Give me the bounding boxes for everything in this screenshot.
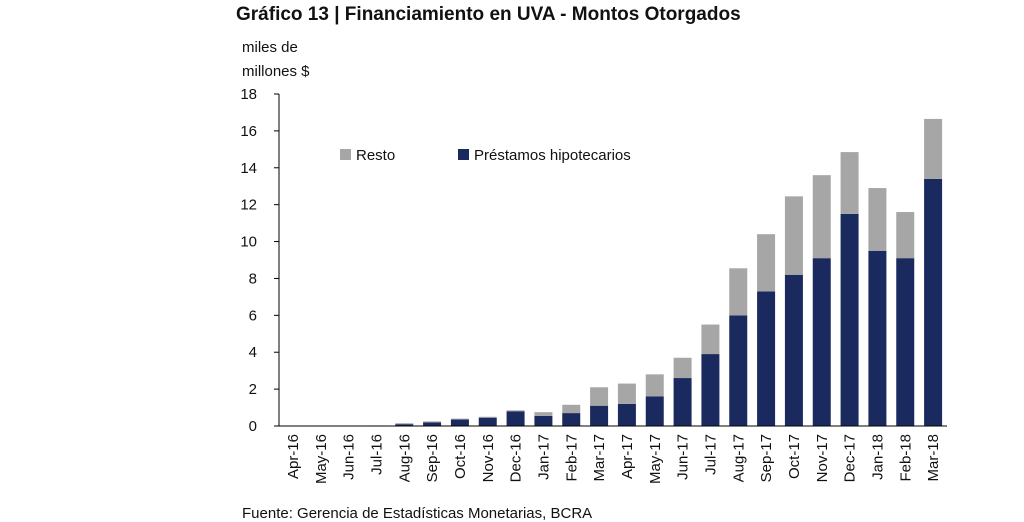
x-tick-label: Jul-16 [368, 434, 385, 475]
x-tick-label: Apr-17 [619, 434, 636, 479]
y-tick-label: 10 [240, 234, 257, 251]
x-tick-label: Aug-16 [396, 434, 413, 482]
bar-prestamos-hipotecarios [896, 258, 914, 426]
bar-resto [507, 410, 525, 411]
y-tick-label: 2 [249, 381, 257, 398]
bar-prestamos-hipotecarios [841, 214, 859, 426]
bar-prestamos-hipotecarios [757, 291, 775, 426]
bar-prestamos-hipotecarios [785, 275, 803, 426]
legend-label-prestamos: Préstamos hipotecarios [474, 147, 631, 164]
x-tick-label: Jun-17 [675, 434, 692, 480]
source-note: Fuente: Gerencia de Estadísticas Monetar… [242, 505, 592, 522]
y-tick-label: 14 [240, 160, 257, 177]
y-axis-label-line-2: millones $ [242, 63, 310, 80]
bar-prestamos-hipotecarios [479, 418, 497, 426]
legend-swatch-prestamos [458, 149, 469, 160]
y-tick-label: 8 [249, 270, 257, 287]
x-tick-label: Feb-17 [563, 434, 580, 482]
x-tick-label: Oct-16 [452, 434, 469, 479]
x-tick-label: Jan-18 [869, 434, 886, 480]
x-tick-label: Mar-17 [591, 434, 608, 482]
bar-resto [757, 234, 775, 291]
bar-prestamos-hipotecarios [674, 378, 692, 426]
stacked-bar-chart: miles de millones $ 0 2 4 6 8 10 12 14 16 18 Apr-… [0, 0, 1024, 500]
bar-prestamos-hipotecarios [507, 411, 525, 426]
x-tick-label: May-16 [313, 434, 330, 484]
y-tick-label: 0 [249, 418, 257, 435]
legend-swatch-resto [340, 149, 351, 160]
y-axis-ticks: 0 2 4 6 8 10 12 14 16 18 [240, 86, 279, 435]
bar-prestamos-hipotecarios [562, 413, 580, 426]
bar-resto [534, 412, 552, 416]
y-tick-label: 18 [240, 86, 257, 103]
bar-resto [590, 387, 608, 405]
bar-resto [562, 405, 580, 413]
bar-prestamos-hipotecarios [868, 251, 886, 426]
bar-resto [423, 421, 441, 422]
x-tick-label: Jun-16 [341, 434, 358, 480]
x-tick-label: May-17 [647, 434, 664, 484]
bar-resto [813, 175, 831, 258]
bar-prestamos-hipotecarios [423, 422, 441, 426]
bar-resto [674, 358, 692, 378]
y-tick-label: 6 [249, 307, 257, 324]
bar-resto [479, 417, 497, 418]
bar-resto [618, 384, 636, 404]
bar-prestamos-hipotecarios [534, 416, 552, 426]
bars-group [312, 119, 942, 426]
legend-label-resto: Resto [356, 147, 395, 164]
bar-resto [868, 188, 886, 251]
bar-resto [785, 196, 803, 274]
bar-prestamos-hipotecarios [701, 354, 719, 426]
x-tick-label: Oct-17 [786, 434, 803, 479]
bar-resto [924, 119, 942, 179]
x-tick-label: Mar-18 [925, 434, 942, 482]
bar-resto [841, 152, 859, 214]
bar-prestamos-hipotecarios [646, 396, 664, 426]
bar-prestamos-hipotecarios [451, 420, 469, 426]
bar-resto [395, 423, 413, 424]
y-tick-label: 12 [240, 197, 257, 214]
legend: Resto Préstamos hipotecarios [340, 147, 631, 164]
bar-resto [896, 212, 914, 258]
y-tick-label: 4 [249, 344, 257, 361]
y-axis-label-line-1: miles de [242, 39, 298, 56]
x-tick-label: Apr-16 [285, 434, 302, 479]
x-tick-label: Nov-17 [814, 434, 831, 482]
bar-resto [646, 374, 664, 396]
x-axis-labels: Apr-16 May-16 Jun-16 Jul-16 Aug-16 Sep-16 Oct-… [285, 434, 942, 484]
x-tick-label: Nov-16 [480, 434, 497, 482]
bar-resto [451, 419, 469, 420]
bar-prestamos-hipotecarios [729, 315, 747, 426]
x-tick-label: Jul-17 [702, 434, 719, 475]
x-tick-label: Dec-16 [508, 434, 525, 482]
y-tick-label: 16 [240, 123, 257, 140]
x-tick-label: Sep-17 [758, 434, 775, 482]
bar-prestamos-hipotecarios [618, 404, 636, 426]
bar-prestamos-hipotecarios [590, 406, 608, 426]
bar-prestamos-hipotecarios [813, 258, 831, 426]
x-tick-label: Feb-18 [897, 434, 914, 482]
x-tick-label: Jan-17 [535, 434, 552, 480]
x-tick-label: Aug-17 [730, 434, 747, 482]
x-tick-label: Sep-16 [424, 434, 441, 482]
bar-resto [701, 325, 719, 355]
bar-resto [729, 268, 747, 315]
bar-prestamos-hipotecarios [924, 179, 942, 426]
x-tick-label: Dec-17 [842, 434, 859, 482]
